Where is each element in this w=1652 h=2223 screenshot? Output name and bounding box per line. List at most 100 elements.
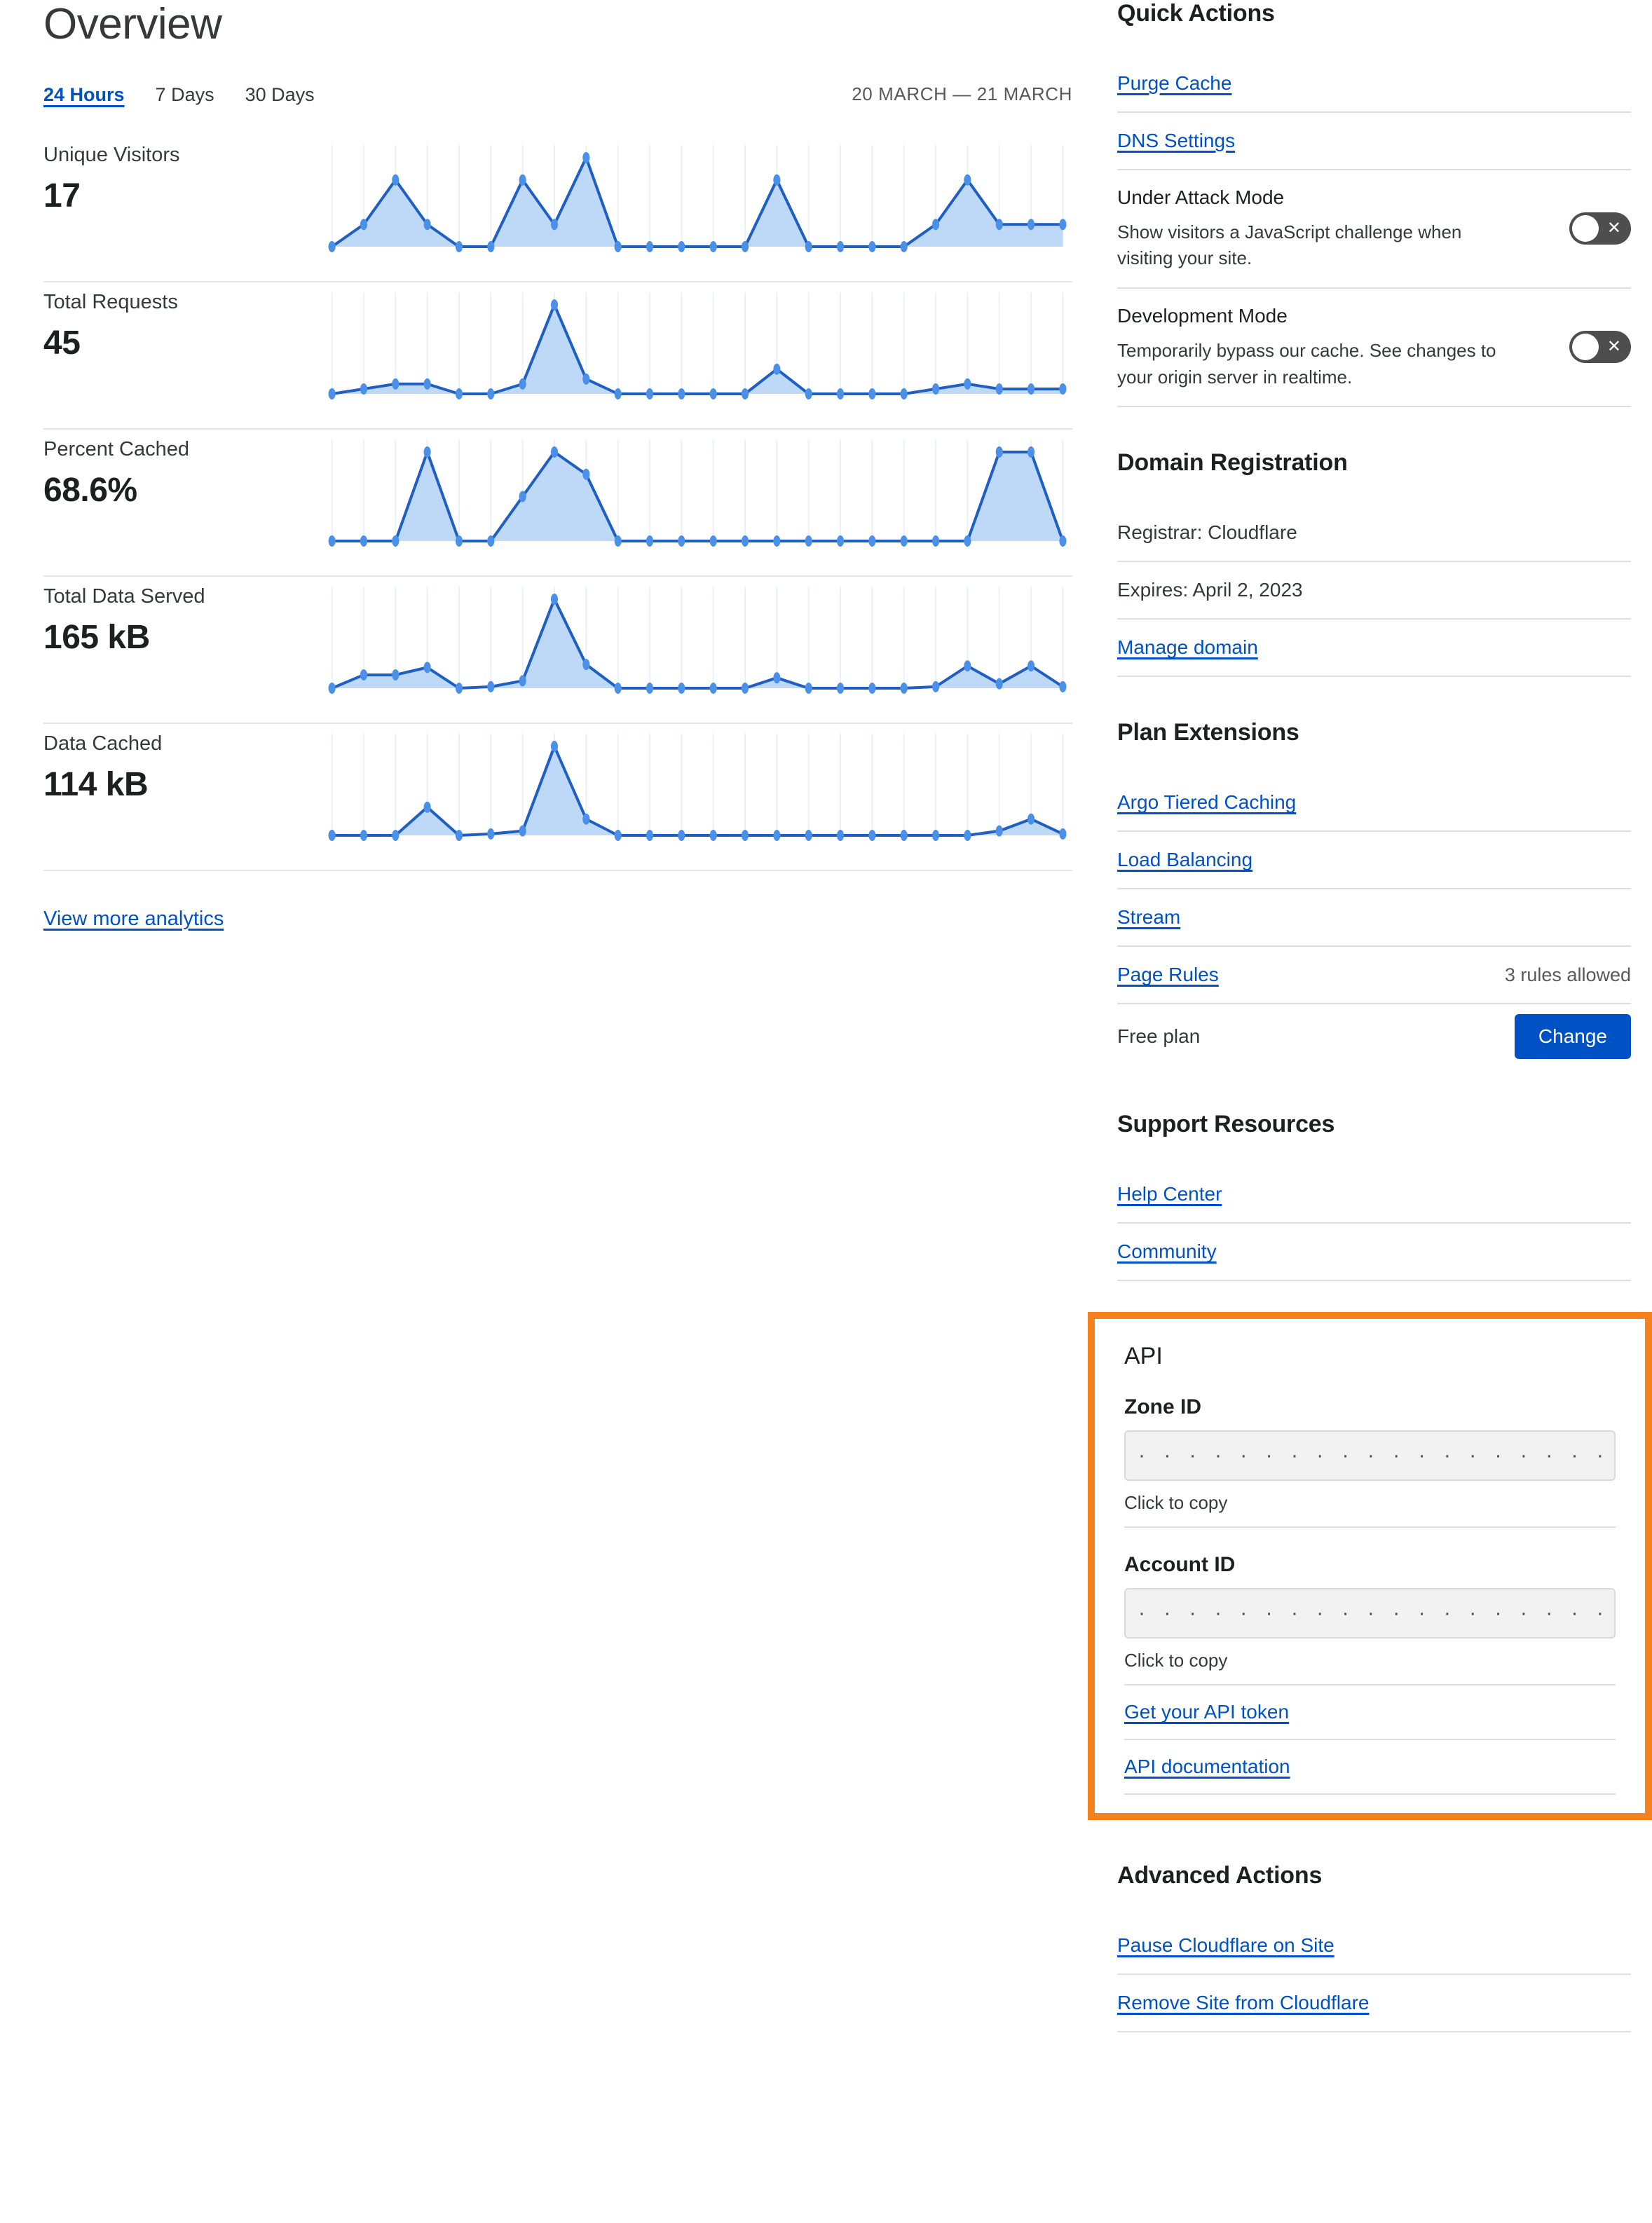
purge-cache-link[interactable]: Purge Cache	[1117, 72, 1232, 94]
metric-label: Data Cached	[43, 732, 163, 755]
advanced-actions-title: Advanced Actions	[1117, 1862, 1323, 1889]
metric-info: Data Cached 114 kB	[43, 724, 322, 805]
zone-id-label: Zone ID	[1124, 1395, 1201, 1419]
change-plan-button[interactable]: Change	[1514, 1014, 1631, 1060]
tab-30-days[interactable]: 30 Days	[245, 84, 315, 106]
argo-tiered-caching-row[interactable]: Argo Tiered Caching	[1117, 774, 1631, 833]
help-center-row[interactable]: Help Center	[1117, 1166, 1631, 1224]
under-attack-mode-row: Under Attack Mode Show visitors a JavaSc…	[1117, 170, 1631, 289]
expires-value: Expires: April 2, 2023	[1117, 579, 1303, 601]
plan-row: Free plan Change	[1117, 1004, 1631, 1069]
metric-value: 17	[43, 177, 81, 215]
api-documentation-link[interactable]: API documentation	[1124, 1756, 1290, 1778]
under-attack-mode-description: Show visitors a JavaScript challenge whe…	[1117, 221, 1462, 269]
api-documentation-row[interactable]: API documentation	[1124, 1740, 1616, 1795]
metric-row-total-data-served: Total Data Served 165 kB	[43, 577, 1072, 725]
toggle-knob-icon	[1572, 214, 1599, 242]
community-link[interactable]: Community	[1117, 1240, 1217, 1263]
load-balancing-link[interactable]: Load Balancing	[1117, 849, 1253, 871]
under-attack-mode-toggle[interactable]: ✕	[1569, 212, 1631, 245]
support-resources-title: Support Resources	[1117, 1111, 1335, 1138]
account-id-label: Account ID	[1124, 1553, 1236, 1577]
development-mode-toggle[interactable]: ✕	[1569, 330, 1631, 363]
metric-label: Total Requests	[43, 291, 178, 314]
dns-settings-link[interactable]: DNS Settings	[1117, 130, 1236, 151]
metric-label: Percent Cached	[43, 438, 189, 461]
date-range-label: 20 MARCH — 21 MARCH	[852, 83, 1072, 105]
metric-row-percent-cached: Percent Cached 68.6%	[43, 430, 1072, 577]
dns-settings-row[interactable]: DNS Settings	[1117, 113, 1631, 170]
domain-registration-panel: Domain Registration Registrar: Cloudflar…	[1072, 449, 1631, 678]
sparkline-percent-cached	[322, 430, 1072, 563]
get-api-token-link[interactable]: Get your API token	[1124, 1701, 1290, 1723]
metric-value: 114 kB	[43, 766, 149, 804]
toggle-knob-icon	[1572, 333, 1599, 360]
help-center-link[interactable]: Help Center	[1117, 1183, 1222, 1205]
pause-cloudflare-on-site-link[interactable]: Pause Cloudflare on Site	[1117, 1934, 1334, 1957]
page-rules-row[interactable]: Page Rules 3 rules allowed	[1117, 947, 1631, 1005]
quick-actions-panel: Quick Actions Purge Cache DNS Settings U…	[1072, 0, 1631, 408]
view-more-analytics-wrap: View more analytics	[43, 908, 1072, 931]
under-attack-mode-texts: Under Attack Mode Show visitors a JavaSc…	[1117, 184, 1510, 272]
account-id-masked-value: · · · · · · · · · · · · · · · · · · · · …	[1138, 1601, 1614, 1625]
development-mode-texts: Development Mode Temporarily bypass our …	[1117, 303, 1510, 390]
remove-site-row[interactable]: Remove Site from Cloudflare	[1117, 1975, 1631, 2033]
support-resources-panel: Support Resources Help Center Community	[1072, 1111, 1631, 1282]
stream-link[interactable]: Stream	[1117, 906, 1181, 929]
registrar-value: Registrar: Cloudflare	[1117, 521, 1297, 544]
load-balancing-row[interactable]: Load Balancing	[1117, 832, 1631, 890]
get-api-token-row[interactable]: Get your API token	[1124, 1685, 1616, 1741]
plan-extensions-panel: Plan Extensions Argo Tiered Caching Load…	[1072, 719, 1631, 1069]
page-rules-allowance: 3 rules allowed	[1504, 964, 1631, 985]
argo-tiered-caching-link[interactable]: Argo Tiered Caching	[1117, 791, 1297, 814]
plan-extensions-title: Plan Extensions	[1117, 719, 1299, 746]
timeframe-tabs: 24 Hours 7 Days 30 Days 20 MARCH — 21 MA…	[43, 83, 1072, 106]
page-title: Overview	[43, 0, 222, 48]
metric-info: Unique Visitors 17	[43, 135, 322, 216]
plan-name: Free plan	[1117, 1025, 1201, 1048]
development-mode-title: Development Mode	[1117, 305, 1288, 327]
account-id-copy-hint: Click to copy	[1124, 1650, 1616, 1686]
toggle-off-x-icon: ✕	[1606, 218, 1621, 238]
api-panel-inner: API Zone ID · · · · · · · · · · · · · · …	[1095, 1343, 1645, 1795]
community-row[interactable]: Community	[1117, 1224, 1631, 1282]
sparkline-total-data-served	[322, 577, 1072, 710]
metric-label: Total Data Served	[43, 585, 205, 608]
metric-row-data-cached: Data Cached 114 kB	[43, 724, 1072, 872]
development-mode-description: Temporarily bypass our cache. See change…	[1117, 339, 1496, 388]
sidebar-column: Quick Actions Purge Cache DNS Settings U…	[1072, 0, 1652, 2033]
manage-domain-link[interactable]: Manage domain	[1117, 636, 1258, 659]
stream-row[interactable]: Stream	[1117, 889, 1631, 948]
sparkline-total-requests	[322, 282, 1072, 416]
metrics-list: Unique Visitors 17 Total Requests 45 Per…	[43, 135, 1072, 872]
metric-info: Total Data Served 165 kB	[43, 577, 322, 657]
metric-value: 45	[43, 324, 81, 362]
page-rules-link[interactable]: Page Rules	[1117, 964, 1219, 986]
purge-cache-row[interactable]: Purge Cache	[1117, 55, 1631, 113]
zone-id-masked-value: · · · · · · · · · · · · · · · · · · · · …	[1138, 1444, 1614, 1468]
metric-value: 165 kB	[43, 619, 150, 657]
pause-cloudflare-row[interactable]: Pause Cloudflare on Site	[1117, 1917, 1631, 1976]
api-title: API	[1124, 1343, 1163, 1370]
metric-value: 68.6%	[43, 472, 137, 509]
registrar-row: Registrar: Cloudflare	[1117, 505, 1631, 563]
expires-row: Expires: April 2, 2023	[1117, 562, 1631, 620]
account-id-field[interactable]: · · · · · · · · · · · · · · · · · · · · …	[1124, 1588, 1616, 1639]
sparkline-unique-visitors	[322, 135, 1072, 268]
development-mode-row: Development Mode Temporarily bypass our …	[1117, 289, 1631, 408]
zone-id-copy-hint: Click to copy	[1124, 1492, 1616, 1528]
advanced-actions-panel: Advanced Actions Pause Cloudflare on Sit…	[1072, 1862, 1631, 2033]
view-more-analytics-link[interactable]: View more analytics	[43, 908, 224, 931]
domain-registration-title: Domain Registration	[1117, 449, 1348, 477]
toggle-off-x-icon: ✕	[1606, 336, 1621, 356]
zone-id-field[interactable]: · · · · · · · · · · · · · · · · · · · · …	[1124, 1430, 1616, 1482]
analytics-column: Overview 24 Hours 7 Days 30 Days 20 MARC…	[0, 0, 1072, 931]
tab-24-hours[interactable]: 24 Hours	[43, 84, 125, 106]
sparkline-data-cached	[322, 724, 1072, 857]
metric-row-unique-visitors: Unique Visitors 17	[43, 135, 1072, 283]
manage-domain-row[interactable]: Manage domain	[1117, 620, 1631, 678]
api-panel-highlighted: API Zone ID · · · · · · · · · · · · · · …	[1088, 1312, 1652, 1821]
remove-site-from-cloudflare-link[interactable]: Remove Site from Cloudflare	[1117, 1992, 1370, 2014]
tab-7-days[interactable]: 7 Days	[155, 84, 214, 106]
